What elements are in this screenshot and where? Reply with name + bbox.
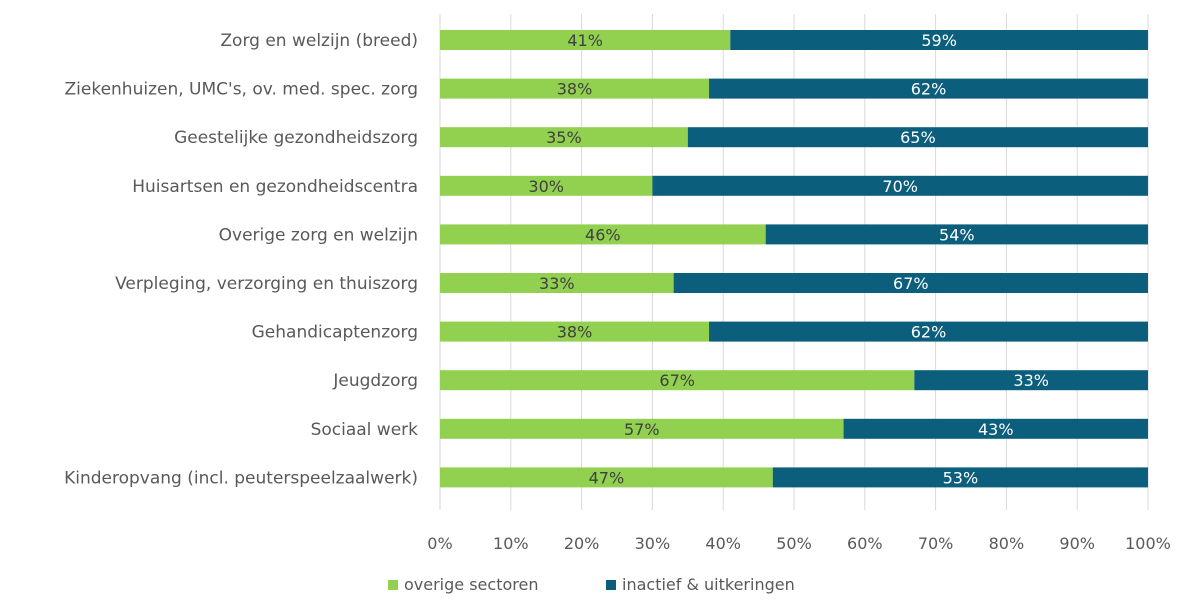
x-tick-label: 80% [989, 534, 1025, 553]
data-label: 70% [882, 177, 918, 196]
legend-swatch-overige-sectoren [388, 580, 398, 590]
x-tick-label: 0% [427, 534, 452, 553]
x-tick-labels: 0% 10% 20% 30% 40% 50% 60% 70% 80% 90% 100% [427, 534, 1171, 553]
x-tick-label: 100% [1125, 534, 1171, 553]
category-label: Jeugdzorg [332, 371, 418, 391]
data-label: 35% [546, 128, 582, 147]
legend-label: inactief & uitkeringen [622, 575, 795, 594]
x-tick-label: 10% [493, 534, 529, 553]
category-label: Zorg en welzijn (breed) [220, 31, 418, 51]
category-label: Geestelijke gezondheidszorg [174, 128, 418, 148]
data-label: 54% [939, 225, 975, 244]
category-label: Sociaal werk [311, 420, 419, 440]
category-label: Verpleging, verzorging en thuiszorg [115, 274, 418, 294]
bar-inactief-uitkeringen [652, 175, 1148, 196]
data-label: 53% [943, 468, 979, 487]
legend-swatch-inactief-uitkeringen [606, 580, 616, 590]
data-label: 67% [659, 371, 695, 390]
legend-label: overige sectoren [404, 575, 538, 594]
bar-inactief-uitkeringen [914, 370, 1148, 391]
x-tick-label: 40% [705, 534, 741, 553]
bar-inactief-uitkeringen [843, 418, 1148, 439]
category-label: Overige zorg en welzijn [219, 225, 418, 245]
category-label: Kinderopvang (incl. peuterspeelzaalwerk) [64, 468, 418, 488]
bar-inactief-uitkeringen [709, 78, 1148, 99]
data-label: 33% [539, 274, 575, 293]
data-label: 62% [911, 80, 947, 99]
data-label: 30% [528, 177, 564, 196]
x-tick-label: 70% [918, 534, 954, 553]
data-label: 57% [624, 420, 660, 439]
data-label: 47% [589, 468, 625, 487]
data-label: 43% [978, 420, 1014, 439]
data-label: 65% [900, 128, 936, 147]
bar-inactief-uitkeringen [709, 321, 1148, 342]
data-label: 41% [567, 31, 603, 50]
bars: 41% 59% 38% 62% 35% 65% 30% 70% 46% 54% 33% 67% 38% 6… [440, 30, 1148, 488]
bar-overige-sectoren [440, 321, 710, 342]
bar-inactief-uitkeringen [772, 467, 1148, 488]
category-label: Gehandicaptenzorg [252, 323, 418, 343]
x-tick-label: 50% [776, 534, 812, 553]
data-label: 67% [893, 274, 929, 293]
bar-overige-sectoren [440, 418, 844, 439]
bar-overige-sectoren [440, 30, 731, 50]
data-label: 38% [557, 80, 593, 99]
data-label: 38% [557, 323, 593, 342]
bar-overige-sectoren [440, 175, 653, 196]
bar-overige-sectoren [440, 370, 915, 391]
bar-overige-sectoren [440, 224, 766, 245]
bar-inactief-uitkeringen [673, 273, 1148, 293]
x-tick-label: 90% [1059, 534, 1095, 553]
x-tick-label: 60% [847, 534, 883, 553]
category-label: Ziekenhuizen, UMC's, ov. med. spec. zorg [65, 80, 419, 100]
x-tick-label: 20% [564, 534, 600, 553]
category-label: Huisartsen en gezondheidscentra [132, 177, 418, 197]
bar-inactief-uitkeringen [730, 30, 1148, 50]
bar-overige-sectoren [440, 467, 773, 488]
bar-overige-sectoren [440, 273, 674, 293]
data-label: 59% [921, 31, 957, 50]
bar-overige-sectoren [440, 78, 710, 99]
category-labels: Zorg en welzijn (breed) Ziekenhuizen, UMC… [64, 31, 418, 488]
x-tick-label: 30% [635, 534, 671, 553]
bar-inactief-uitkeringen [687, 127, 1148, 148]
bar-inactief-uitkeringen [765, 224, 1148, 245]
data-label: 62% [911, 323, 947, 342]
bar-overige-sectoren [440, 127, 688, 148]
data-label: 33% [1013, 371, 1049, 390]
data-label: 46% [585, 225, 621, 244]
legend: overige sectoren inactief & uitkeringen [388, 575, 795, 594]
